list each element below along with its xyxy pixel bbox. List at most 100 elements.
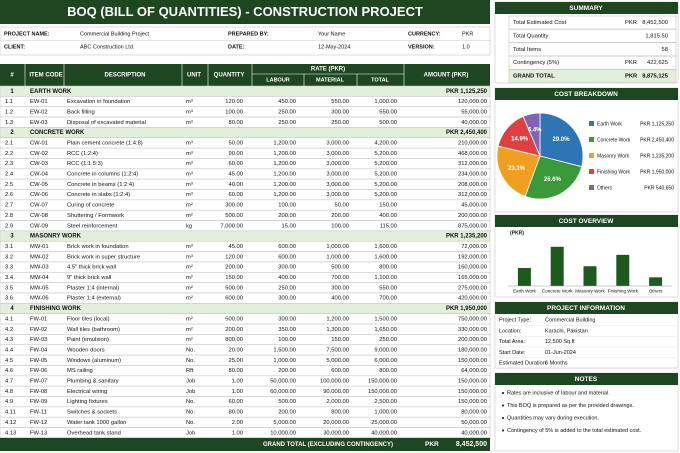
cell-text: m² xyxy=(186,316,193,322)
cell-text: 1.00 xyxy=(232,379,243,385)
cell-text: Excavation in foundation xyxy=(67,99,130,105)
cell-text: 500.00 xyxy=(379,120,397,126)
cell-text: 4.5 xyxy=(5,358,13,364)
cell-text: m³ xyxy=(186,182,193,188)
cell-text: 1,000.00 xyxy=(374,410,397,416)
cell-text: 4.6 xyxy=(5,368,13,374)
cell-text: 120,000.00 xyxy=(458,99,487,105)
cell-text: 200.00 xyxy=(278,213,296,219)
cell-text: 312,000.00 xyxy=(458,192,487,198)
summary-row xyxy=(508,69,677,83)
slice-label: 23.1% xyxy=(508,166,526,172)
legend-label: Others xyxy=(597,185,613,191)
summary-label: Total Items xyxy=(513,47,541,53)
cell-text: 468,000.00 xyxy=(458,151,487,157)
cell-text: 200,000.00 xyxy=(458,213,487,219)
section-row xyxy=(0,85,491,97)
cell-text: 2.3 xyxy=(5,161,13,167)
cell-text: 200,000.00 xyxy=(458,337,487,343)
cell-text: Steel reinforcement xyxy=(67,223,118,229)
cell-text: 64,000.00 xyxy=(461,368,487,374)
cell-text: 150,000.00 xyxy=(458,358,487,364)
cell-text: FW-11 xyxy=(30,410,47,416)
cell-text: m² xyxy=(186,285,193,291)
cell-text: 1,200.00 xyxy=(273,182,296,188)
cell-text: 2.5 xyxy=(5,182,13,188)
cell-text: 20,000.00 xyxy=(323,420,349,426)
section-name: EARTH WORK xyxy=(30,89,72,95)
cell-text: Job xyxy=(186,379,195,385)
cell-text: MW-02 xyxy=(30,254,49,260)
cell-text: 2.4 xyxy=(5,172,14,178)
cell-text: 50,000.00 xyxy=(461,420,487,426)
field-label: PROJECT NAME: xyxy=(4,31,50,37)
cell-text: CW-02 xyxy=(30,151,48,157)
cell-text: 5,000.00 xyxy=(326,358,349,364)
cell-text: m³ xyxy=(186,140,193,146)
cell-text: MS railing xyxy=(67,368,93,374)
cell-text: 150,000.00 xyxy=(458,389,487,395)
cell-text: 4.7 xyxy=(5,379,13,385)
cell-text: 90.00 xyxy=(228,151,243,157)
cell-text: 300.00 xyxy=(278,316,296,322)
field-label: CLIENT: xyxy=(4,44,25,50)
cell-text: 1.00 xyxy=(232,430,243,436)
pie-slice xyxy=(496,145,541,197)
table-header xyxy=(0,64,490,86)
cell-text: m³ xyxy=(186,254,193,260)
field-value: Commercial Building Project xyxy=(80,31,150,37)
cell-text: CW-04 xyxy=(30,172,49,178)
cell-text: 1,600.00 xyxy=(374,254,397,260)
cell-text: 5,200.00 xyxy=(374,151,397,157)
column-header: LABOUR xyxy=(266,77,290,83)
info-label: Project Type: xyxy=(499,317,531,323)
cell-text: m² xyxy=(186,327,193,333)
cell-text: CW-06 xyxy=(30,192,48,198)
field-value: 1.0 xyxy=(462,44,470,50)
cell-text: CW-03 xyxy=(30,161,48,167)
cell-text: m² xyxy=(186,275,193,281)
cell-text: 312,000.00 xyxy=(458,161,487,167)
cell-text: Lighting fixtures xyxy=(67,399,108,405)
cell-text: 4.13 xyxy=(5,430,16,436)
cell-text: 150,000.00 xyxy=(458,379,487,385)
cell-text: m³ xyxy=(186,161,193,167)
cell-text: Floor tiles (local) xyxy=(67,316,110,322)
cell-text: 300.00 xyxy=(278,265,296,271)
cell-text: 1,000.00 xyxy=(273,358,296,364)
cell-text: 4.2 xyxy=(5,327,13,333)
cell-text: MW-04 xyxy=(30,275,49,281)
cell-text: 3,000.00 xyxy=(326,182,349,188)
note-text: This BOQ is prepared as per the provided… xyxy=(507,403,634,409)
section-number: 1 xyxy=(10,89,14,95)
cell-text: EW-03 xyxy=(30,120,48,126)
cell-text: 1.1 xyxy=(5,99,13,105)
cell-text: No. xyxy=(186,399,195,405)
bullet xyxy=(501,404,505,407)
cell-text: 550.00 xyxy=(331,99,349,105)
project-box xyxy=(0,26,491,56)
cell-text: 150.00 xyxy=(379,203,397,209)
summary-label: Total Quantity xyxy=(513,33,549,39)
cell-text: 600.00 xyxy=(278,254,296,260)
cell-text: 600.00 xyxy=(225,296,243,302)
cell-text: FW-08 xyxy=(30,389,47,395)
cell-text: 150,000.00 xyxy=(368,389,397,395)
info-value: Karachi, Pakistan xyxy=(545,328,588,334)
cell-text: 300.00 xyxy=(331,285,349,291)
cell-text: 1.2 xyxy=(5,109,13,115)
cell-text: 250.00 xyxy=(278,285,296,291)
cell-text: No. xyxy=(186,347,195,353)
summary-value: 422,625 xyxy=(647,60,668,66)
cell-text: m² xyxy=(186,203,193,209)
cell-text: 40.00 xyxy=(228,182,243,188)
pie-slice xyxy=(522,112,541,157)
cell-text: 50.00 xyxy=(228,140,243,146)
x-tick-label: Others xyxy=(649,289,663,294)
info-value: Commercial Building xyxy=(545,317,595,323)
summary-label: Contingency (5%) xyxy=(513,60,559,66)
cell-text: Overhead tank stand xyxy=(67,430,121,436)
cell-text: 60,000.00 xyxy=(270,389,296,395)
cell-text: 50.00 xyxy=(334,203,349,209)
cell-text: 45.00 xyxy=(228,172,243,178)
